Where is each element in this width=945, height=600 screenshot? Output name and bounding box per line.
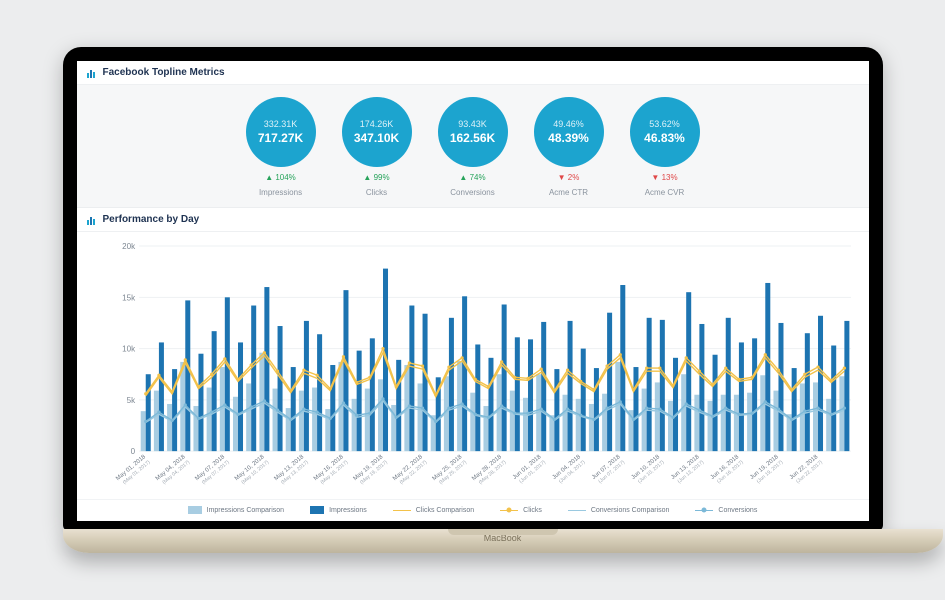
kpi-label: Conversions — [450, 188, 494, 197]
kpi-label: Acme CTR — [549, 188, 588, 197]
kpi-current-value: 48.39% — [548, 131, 589, 145]
laptop-base: MacBook — [63, 529, 943, 553]
kpi-circle: 53.62% 46.83% — [630, 97, 700, 167]
legend-label: Impressions — [329, 507, 367, 514]
svg-text:10k: 10k — [122, 345, 136, 354]
laptop-frame: Facebook Topline Metrics 332.31K 717.27K ▲… — [63, 47, 883, 553]
legend-swatch — [500, 506, 518, 514]
kpi-delta: ▲ 99% — [363, 173, 389, 182]
kpi-label: Impressions — [259, 188, 302, 197]
legend-item-impressions[interactable]: Impressions — [310, 506, 367, 514]
bar-chart-icon — [87, 215, 97, 225]
legend-label: Clicks Comparison — [416, 507, 474, 514]
kpi-delta: ▼ 13% — [651, 173, 677, 182]
kpi-current-value: 46.83% — [644, 131, 685, 145]
screen-bezel: Facebook Topline Metrics 332.31K 717.27K ▲… — [63, 47, 883, 531]
kpi-delta: ▲ 104% — [265, 173, 296, 182]
legend-item-clicks[interactable]: Clicks — [500, 506, 542, 514]
legend-label: Impressions Comparison — [207, 507, 284, 514]
legend-item-impressions_comparison[interactable]: Impressions Comparison — [188, 506, 284, 514]
kpi-row: 332.31K 717.27K ▲ 104% Impressions 174.26K 34… — [77, 97, 869, 197]
legend-label: Conversions — [718, 507, 757, 514]
legend-label: Clicks — [523, 507, 542, 514]
bar-chart-icon — [87, 68, 97, 78]
kpi-prev-value: 49.46% — [553, 119, 584, 129]
legend-item-conversions_comparison[interactable]: Conversions Comparison — [568, 506, 670, 514]
kpi-4[interactable]: 53.62% 46.83% ▼ 13% Acme CVR — [630, 97, 700, 197]
kpi-circle: 93.43K 162.56K — [438, 97, 508, 167]
kpi-strip: 332.31K 717.27K ▲ 104% Impressions 174.26K 34… — [77, 85, 869, 208]
performance-header: Performance by Day — [77, 208, 869, 232]
topline-metrics-title: Facebook Topline Metrics — [103, 67, 225, 78]
legend-swatch — [695, 506, 713, 514]
kpi-current-value: 162.56K — [450, 131, 495, 145]
kpi-2[interactable]: 93.43K 162.56K ▲ 74% Conversions — [438, 97, 508, 197]
kpi-1[interactable]: 174.26K 347.10K ▲ 99% Clicks — [342, 97, 412, 197]
legend-item-conversions[interactable]: Conversions — [695, 506, 757, 514]
kpi-circle: 332.31K 717.27K — [246, 97, 316, 167]
kpi-circle: 49.46% 48.39% — [534, 97, 604, 167]
legend-swatch — [393, 506, 411, 514]
legend-item-clicks_comparison[interactable]: Clicks Comparison — [393, 506, 474, 514]
kpi-label: Clicks — [366, 188, 387, 197]
kpi-current-value: 717.27K — [258, 131, 303, 145]
performance-chart-panel: Performance by Day 05k10k15k20kMay 01, 2… — [77, 208, 869, 521]
kpi-prev-value: 174.26K — [360, 119, 394, 129]
laptop-notch — [448, 529, 558, 535]
kpi-delta: ▼ 2% — [558, 173, 580, 182]
chart-svg: 05k10k15k20kMay 01, 2018(May 01, 2017)Ma… — [113, 238, 857, 499]
kpi-prev-value: 53.62% — [649, 119, 680, 129]
kpi-0[interactable]: 332.31K 717.27K ▲ 104% Impressions — [246, 97, 316, 197]
kpi-delta: ▲ 74% — [459, 173, 485, 182]
kpi-current-value: 347.10K — [354, 131, 399, 145]
kpi-prev-value: 93.43K — [458, 119, 487, 129]
kpi-3[interactable]: 49.46% 48.39% ▼ 2% Acme CTR — [534, 97, 604, 197]
chart-body[interactable]: 05k10k15k20kMay 01, 2018(May 01, 2017)Ma… — [77, 232, 869, 499]
topline-metrics-header: Facebook Topline Metrics — [77, 61, 869, 85]
dashboard-screen: Facebook Topline Metrics 332.31K 717.27K ▲… — [77, 61, 869, 521]
legend-swatch — [568, 506, 586, 514]
svg-text:5k: 5k — [126, 396, 135, 405]
kpi-prev-value: 332.31K — [264, 119, 298, 129]
legend-label: Conversions Comparison — [591, 507, 670, 514]
legend-swatch — [188, 506, 202, 514]
legend-swatch — [310, 506, 324, 514]
svg-text:0: 0 — [130, 447, 135, 456]
svg-text:20k: 20k — [122, 242, 136, 251]
svg-text:15k: 15k — [122, 293, 136, 302]
chart-legend: Impressions Comparison Impressions Clicks … — [77, 499, 869, 521]
performance-title: Performance by Day — [103, 214, 200, 225]
kpi-circle: 174.26K 347.10K — [342, 97, 412, 167]
kpi-label: Acme CVR — [645, 188, 685, 197]
